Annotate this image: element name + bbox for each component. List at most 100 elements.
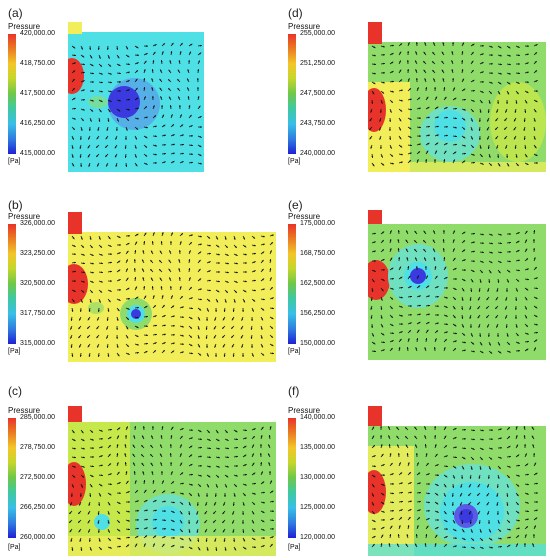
velocity-arrowhead <box>163 527 166 530</box>
velocity-arrowhead <box>416 338 419 341</box>
velocity-arrowhead <box>451 494 454 497</box>
velocity-arrowhead <box>498 343 500 346</box>
velocity-arrowhead <box>441 51 444 54</box>
velocity-arrowhead <box>144 106 147 109</box>
velocity-arrowhead <box>252 462 255 465</box>
velocity-arrowhead <box>106 327 109 330</box>
velocity-arrowhead <box>400 509 403 512</box>
velocity-arrowhead <box>213 530 216 533</box>
velocity-arrowhead <box>160 69 162 72</box>
velocity-arrowhead <box>171 426 174 429</box>
velocity-arrowhead <box>270 287 273 290</box>
velocity-arrowhead <box>73 289 76 292</box>
velocity-arrowhead <box>98 237 101 240</box>
velocity-arrowhead <box>418 491 421 494</box>
velocity-arrowhead <box>159 260 162 263</box>
velocity-arrowhead <box>240 327 243 330</box>
velocity-arrowhead <box>477 485 480 488</box>
velocity-arrowhead <box>372 511 375 515</box>
velocity-arrowhead <box>507 92 509 95</box>
velocity-arrowhead <box>517 72 520 75</box>
velocity-arrowhead <box>181 343 184 346</box>
panel-label-d: (d) <box>288 6 303 20</box>
velocity-arrowhead <box>141 454 144 457</box>
velocity-arrowhead <box>252 444 254 447</box>
velocity-arrowhead <box>269 426 272 429</box>
velocity-arrowhead <box>481 44 484 47</box>
velocity-arrowhead <box>508 54 511 57</box>
velocity-arrowhead <box>406 60 409 63</box>
velocity-arrowhead <box>390 100 393 103</box>
velocity-arrowhead <box>453 315 456 319</box>
velocity-arrowhead <box>262 520 265 523</box>
panel-label-e: (e) <box>288 198 303 212</box>
velocity-arrowhead <box>244 437 247 440</box>
unit-c: [Pa] <box>8 544 21 551</box>
velocity-arrowhead <box>478 521 481 524</box>
velocity-arrowhead <box>409 144 412 147</box>
velocity-arrowhead <box>498 466 501 469</box>
velocity-arrowhead <box>179 241 182 244</box>
velocity-arrowhead <box>397 248 400 251</box>
velocity-arrowhead <box>261 426 264 429</box>
velocity-arrowhead <box>88 539 91 542</box>
velocity-arrowhead <box>82 280 85 283</box>
velocity-arrowhead <box>499 63 502 66</box>
velocity-arrowhead <box>253 428 256 431</box>
velocity-arrowhead <box>391 44 394 47</box>
velocity-arrowhead <box>107 512 110 515</box>
velocity-arrowhead <box>116 444 119 447</box>
legend-title-b: Pressure <box>8 212 41 221</box>
velocity-arrowhead <box>90 290 93 293</box>
velocity-arrowhead <box>69 520 72 523</box>
velocity-arrowhead <box>171 232 173 235</box>
velocity-arrowhead <box>434 87 436 90</box>
velocity-arrowhead <box>535 154 538 156</box>
velocity-arrowhead <box>415 257 417 260</box>
velocity-arrowhead <box>461 476 464 479</box>
velocity-arrowhead <box>82 262 85 265</box>
velocity-arrowhead <box>217 290 220 293</box>
tick-e-4: 150,000.00 <box>300 340 336 347</box>
velocity-arrowhead <box>525 526 528 529</box>
velocity-arrowhead <box>125 137 127 140</box>
velocity-arrowhead <box>269 471 271 474</box>
velocity-arrowhead <box>268 444 270 447</box>
velocity-arrowhead <box>154 135 157 138</box>
velocity-arrowhead <box>424 42 427 45</box>
velocity-arrowhead <box>215 354 217 357</box>
velocity-arrowhead <box>453 521 456 524</box>
velocity-arrowhead <box>163 315 166 317</box>
velocity-arrowhead <box>399 69 402 72</box>
velocity-arrowhead <box>199 243 202 246</box>
velocity-arrowhead <box>79 503 81 506</box>
velocity-arrowhead <box>452 485 455 488</box>
velocity-arrowhead <box>472 447 475 450</box>
velocity-arrowhead <box>163 536 166 538</box>
velocity-arrowhead <box>222 335 225 338</box>
velocity-arrowhead <box>415 444 417 447</box>
tick-a-0: 420,000.00 <box>20 30 56 37</box>
velocity-arrowhead <box>124 155 127 158</box>
velocity-arrowhead <box>163 490 166 493</box>
velocity-arrowhead <box>152 60 155 63</box>
velocity-arrowhead <box>444 445 447 448</box>
velocity-arrowhead <box>133 462 135 465</box>
velocity-arrowhead <box>373 46 376 49</box>
velocity-arrowhead <box>207 236 211 239</box>
velocity-arrowhead <box>445 465 448 468</box>
velocity-arrowhead <box>508 536 511 539</box>
velocity-arrowhead <box>490 233 493 236</box>
velocity-arrowhead <box>225 430 228 434</box>
contour-plot-c <box>68 406 276 556</box>
velocity-arrowhead <box>517 464 520 467</box>
velocity-arrowhead <box>534 525 536 528</box>
velocity-arrowhead <box>142 435 144 438</box>
velocity-arrowhead <box>88 503 91 506</box>
velocity-arrowhead <box>168 88 171 91</box>
velocity-arrowhead <box>506 289 508 292</box>
velocity-arrowhead <box>178 277 181 280</box>
velocity-arrowhead <box>233 539 236 542</box>
velocity-arrowhead <box>453 476 455 479</box>
velocity-arrowhead <box>463 457 466 460</box>
